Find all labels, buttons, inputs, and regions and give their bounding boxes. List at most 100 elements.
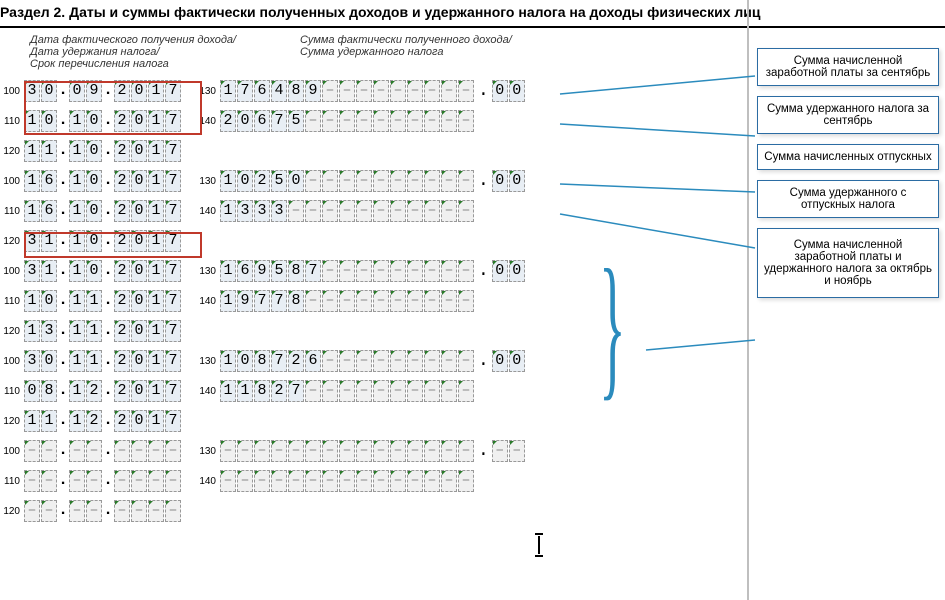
char-cell[interactable]: 2: [114, 80, 130, 102]
char-cell[interactable]: 0: [492, 260, 508, 282]
char-cell[interactable]: –: [373, 80, 389, 102]
char-cell[interactable]: –: [407, 290, 423, 312]
char-cell[interactable]: –: [390, 260, 406, 282]
char-cell[interactable]: –: [322, 260, 338, 282]
char-cell[interactable]: –: [390, 200, 406, 222]
char-cell[interactable]: 1: [69, 140, 85, 162]
char-cell[interactable]: 0: [237, 110, 253, 132]
char-cell[interactable]: 2: [114, 380, 130, 402]
char-cell[interactable]: –: [424, 380, 440, 402]
char-cell[interactable]: 9: [254, 260, 270, 282]
char-cell[interactable]: –: [407, 200, 423, 222]
char-cell[interactable]: –: [86, 440, 102, 462]
char-cell[interactable]: –: [407, 80, 423, 102]
char-cell[interactable]: 0: [131, 380, 147, 402]
char-cell[interactable]: 9: [86, 80, 102, 102]
char-cell[interactable]: –: [69, 500, 85, 522]
char-cell[interactable]: 1: [148, 350, 164, 372]
char-cell[interactable]: 3: [254, 200, 270, 222]
char-cell[interactable]: 7: [271, 350, 287, 372]
char-cell[interactable]: 1: [69, 230, 85, 252]
char-cell[interactable]: 0: [86, 200, 102, 222]
char-cell[interactable]: –: [165, 440, 181, 462]
char-cell[interactable]: –: [305, 170, 321, 192]
char-cell[interactable]: 1: [148, 200, 164, 222]
char-cell[interactable]: –: [424, 170, 440, 192]
char-cell[interactable]: –: [458, 170, 474, 192]
char-cell[interactable]: 1: [220, 260, 236, 282]
char-cell[interactable]: –: [131, 440, 147, 462]
char-cell[interactable]: –: [458, 200, 474, 222]
char-cell[interactable]: –: [305, 380, 321, 402]
char-cell[interactable]: –: [305, 110, 321, 132]
char-cell[interactable]: 2: [271, 380, 287, 402]
char-cell[interactable]: 2: [86, 380, 102, 402]
char-cell[interactable]: –: [424, 110, 440, 132]
char-cell[interactable]: –: [322, 290, 338, 312]
char-cell[interactable]: –: [114, 470, 130, 492]
char-cell[interactable]: 0: [131, 410, 147, 432]
char-cell[interactable]: 2: [114, 230, 130, 252]
char-cell[interactable]: 0: [41, 290, 57, 312]
char-cell[interactable]: 7: [165, 200, 181, 222]
char-cell[interactable]: –: [131, 500, 147, 522]
char-cell[interactable]: –: [86, 470, 102, 492]
char-cell[interactable]: –: [165, 470, 181, 492]
char-cell[interactable]: 1: [220, 290, 236, 312]
char-cell[interactable]: 7: [271, 110, 287, 132]
char-cell[interactable]: 1: [220, 200, 236, 222]
char-cell[interactable]: 1: [69, 170, 85, 192]
char-cell[interactable]: 0: [69, 80, 85, 102]
char-cell[interactable]: 8: [288, 80, 304, 102]
char-cell[interactable]: –: [220, 440, 236, 462]
char-cell[interactable]: –: [237, 470, 253, 492]
char-cell[interactable]: 1: [24, 170, 40, 192]
char-cell[interactable]: –: [24, 500, 40, 522]
char-cell[interactable]: 1: [24, 200, 40, 222]
char-cell[interactable]: 2: [86, 410, 102, 432]
char-cell[interactable]: 1: [86, 320, 102, 342]
char-cell[interactable]: –: [424, 290, 440, 312]
char-cell[interactable]: –: [322, 380, 338, 402]
char-cell[interactable]: 0: [131, 260, 147, 282]
char-cell[interactable]: –: [322, 80, 338, 102]
char-cell[interactable]: –: [373, 290, 389, 312]
char-cell[interactable]: –: [305, 470, 321, 492]
char-cell[interactable]: 3: [41, 320, 57, 342]
char-cell[interactable]: –: [407, 350, 423, 372]
char-cell[interactable]: –: [322, 110, 338, 132]
char-cell[interactable]: 3: [24, 260, 40, 282]
char-cell[interactable]: 0: [131, 290, 147, 312]
char-cell[interactable]: 1: [24, 410, 40, 432]
char-cell[interactable]: –: [356, 470, 372, 492]
char-cell[interactable]: 8: [254, 380, 270, 402]
char-cell[interactable]: –: [441, 350, 457, 372]
char-cell[interactable]: –: [237, 440, 253, 462]
char-cell[interactable]: –: [373, 380, 389, 402]
char-cell[interactable]: 7: [254, 290, 270, 312]
char-cell[interactable]: –: [458, 380, 474, 402]
char-cell[interactable]: –: [424, 200, 440, 222]
char-cell[interactable]: –: [458, 440, 474, 462]
char-cell[interactable]: 9: [305, 80, 321, 102]
char-cell[interactable]: –: [424, 80, 440, 102]
char-cell[interactable]: 7: [165, 260, 181, 282]
char-cell[interactable]: –: [356, 380, 372, 402]
char-cell[interactable]: 1: [148, 410, 164, 432]
char-cell[interactable]: 1: [148, 380, 164, 402]
char-cell[interactable]: 1: [148, 170, 164, 192]
char-cell[interactable]: 0: [131, 140, 147, 162]
char-cell[interactable]: 2: [114, 410, 130, 432]
char-cell[interactable]: –: [165, 500, 181, 522]
char-cell[interactable]: –: [339, 110, 355, 132]
char-cell[interactable]: 0: [509, 350, 525, 372]
char-cell[interactable]: –: [288, 440, 304, 462]
char-cell[interactable]: –: [271, 440, 287, 462]
char-cell[interactable]: 1: [69, 110, 85, 132]
char-cell[interactable]: 0: [131, 110, 147, 132]
char-cell[interactable]: –: [148, 440, 164, 462]
char-cell[interactable]: 6: [237, 260, 253, 282]
char-cell[interactable]: –: [41, 470, 57, 492]
char-cell[interactable]: 0: [131, 350, 147, 372]
char-cell[interactable]: –: [339, 440, 355, 462]
